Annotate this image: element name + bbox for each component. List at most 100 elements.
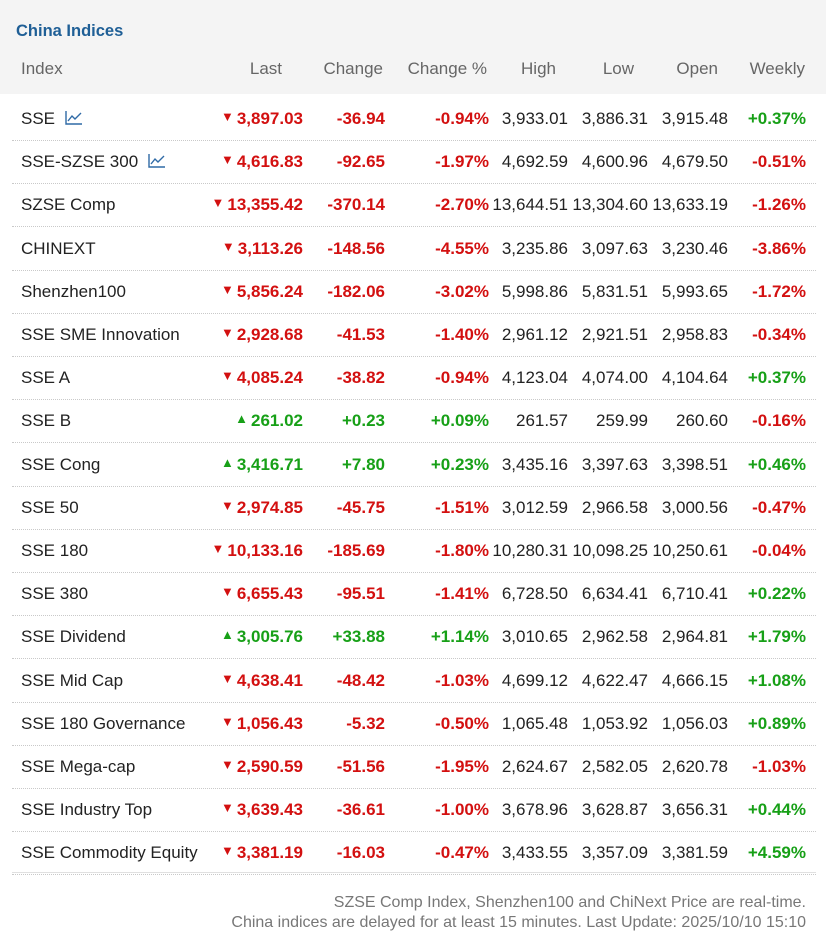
table-row[interactable]: SSE 180 Governance ▼ 1,056.43 -5.32 -0.50% 1,… [12, 702, 816, 746]
table-row[interactable]: SSE 50 ▼ 2,974.85 -45.75 -1.51% 3,012.59 2,966… [12, 486, 816, 530]
table-row[interactable]: Shenzhen100 ▼ 5,856.24 -182.06 -3.02% 5,998.8… [12, 270, 816, 314]
last-price: 4,616.83 [236, 152, 303, 172]
high-value: 3,433.55 [501, 843, 568, 863]
open-value: 2,620.78 [661, 757, 728, 776]
index-name-link[interactable]: SSE [21, 109, 83, 130]
last-price: 2,974.85 [236, 497, 303, 517]
table-row[interactable]: SSE Mid Cap ▼ 4,638.41 -48.42 -1.03% 4,699.12… [12, 659, 816, 703]
index-name[interactable]: SSE 180 Governance [21, 713, 186, 733]
index-name[interactable]: SSE Mega-cap [21, 757, 136, 776]
index-name-link[interactable]: SSE 180 Governance [21, 714, 185, 734]
change-pct-value: -1.97% [435, 152, 489, 172]
last-price: 13,355.42 [227, 195, 303, 215]
high-value: 4,699.12 [501, 670, 568, 690]
table-row[interactable]: SSE ▼ 3,897.03 -36.94 -0.94% 3,933.01 3,886.31… [12, 97, 816, 141]
index-name-link[interactable]: SSE Industry Top [21, 800, 152, 820]
change-pct-value: -1.41% [435, 584, 489, 604]
index-name[interactable]: SSE B [21, 411, 72, 431]
index-name[interactable]: SSE-SZSE 300 [21, 152, 139, 172]
table-row[interactable]: SSE A ▼ 4,085.24 -38.82 -0.94% 4,123.04 4,074.… [12, 356, 816, 401]
high-value: 2,961.12 [501, 325, 568, 344]
weekly-value: +0.46% [747, 454, 806, 474]
index-name-link[interactable]: SSE Mega-cap [21, 757, 135, 777]
low-value: 3,357.09 [581, 843, 648, 863]
triangle-down-icon: ▼ [211, 541, 225, 556]
table-row[interactable]: SSE Mega-cap ▼ 2,590.59 -51.56 -1.95% 2,624.6… [12, 745, 816, 789]
line-chart-icon[interactable] [65, 110, 83, 130]
high-value: 1,065.48 [501, 713, 568, 733]
low-value: 3,628.87 [581, 800, 648, 820]
table-row[interactable]: SZSE Comp ▼ 13,355.42 -370.14 -2.70% 13,644.5… [12, 183, 816, 228]
index-name-link[interactable]: SSE 50 [21, 498, 79, 518]
table-row[interactable]: SSE 380 ▼ 6,655.43 -95.51 -1.41% 6,728.50 6,63… [12, 572, 816, 617]
change-pct-value: -1.40% [435, 325, 489, 344]
change-pct-value: -1.80% [435, 541, 489, 560]
index-name[interactable]: SSE 180 [21, 541, 89, 560]
change-value: -182.06 [327, 281, 385, 301]
index-name-link[interactable]: SSE-SZSE 300 [21, 152, 166, 173]
change-value: -36.94 [336, 109, 385, 128]
last-value: ▼ 10,133.16 [211, 541, 303, 561]
index-name[interactable]: SZSE Comp [21, 195, 116, 215]
change-value: -51.56 [336, 757, 385, 776]
table-row[interactable]: SSE-SZSE 300 ▼ 4,616.83 -92.65 -1.97% 4,692.5… [12, 140, 816, 185]
last-price: 261.02 [251, 411, 303, 431]
index-name[interactable]: SSE Commodity Equity [21, 843, 198, 863]
last-value: ▲ 3,005.76 [221, 627, 303, 647]
index-name-link[interactable]: SSE Cong [21, 455, 100, 475]
index-name-link[interactable]: Shenzhen100 [21, 282, 126, 302]
index-name-link[interactable]: SSE 380 [21, 584, 88, 604]
table-row[interactable]: SSE SME Innovation ▼ 2,928.68 -41.53 -1.40% 2… [12, 313, 816, 357]
table-row[interactable]: SSE Commodity Equity ▼ 3,381.19 -16.03 -0.47… [12, 831, 816, 876]
open-value: 3,398.51 [661, 454, 728, 474]
index-name[interactable]: Shenzhen100 [21, 281, 126, 301]
table-row[interactable]: CHINEXT ▼ 3,113.26 -148.56 -4.55% 3,235.86 3,0… [12, 227, 816, 271]
table-row[interactable]: SSE B ▲ 261.02 +0.23 +0.09% 261.57 259.99 260.6… [12, 399, 816, 444]
index-name[interactable]: SSE Dividend [21, 627, 126, 647]
index-name[interactable]: SSE 380 [21, 584, 89, 604]
index-name-link[interactable]: SSE Commodity Equity [21, 843, 198, 863]
col-weekly-header: Weekly [749, 59, 805, 78]
index-name-link[interactable]: SSE Dividend [21, 627, 126, 647]
last-price: 3,005.76 [236, 627, 303, 647]
last-value: ▼ 2,928.68 [221, 325, 303, 345]
index-name-link[interactable]: SSE A [21, 368, 70, 388]
table-row[interactable]: SSE Cong ▲ 3,416.71 +7.80 +0.23% 3,435.16 3,39… [12, 443, 816, 487]
index-name-link[interactable]: SSE Mid Cap [21, 671, 123, 691]
last-price: 3,639.43 [236, 800, 303, 820]
triangle-down-icon: ▼ [220, 109, 234, 124]
open-value: 13,633.19 [652, 195, 728, 215]
table-row[interactable]: SSE Dividend ▲ 3,005.76 +33.88 +1.14% 3,010.6… [12, 615, 816, 660]
index-name[interactable]: SSE 50 [21, 497, 79, 517]
index-name[interactable]: SSE Mid Cap [21, 670, 124, 690]
index-name[interactable]: SSE Cong [21, 454, 101, 474]
open-value: 3,915.48 [661, 109, 728, 128]
col-low-header: Low [602, 59, 634, 78]
index-name-link[interactable]: SSE 180 [21, 541, 88, 561]
low-value: 259.99 [596, 411, 648, 431]
index-name[interactable]: SSE SME Innovation [21, 325, 180, 344]
change-value: -16.03 [336, 843, 385, 863]
index-name-link[interactable]: SSE SME Innovation [21, 325, 180, 345]
line-chart-icon[interactable] [148, 153, 166, 173]
last-value: ▼ 2,590.59 [221, 757, 303, 777]
open-value: 5,993.65 [661, 281, 728, 301]
open-value: 10,250.61 [652, 541, 728, 560]
index-name[interactable]: CHINEXT [21, 238, 96, 258]
change-value: -370.14 [327, 195, 385, 215]
index-name-link[interactable]: SSE B [21, 411, 71, 431]
change-value: -36.61 [336, 800, 385, 820]
last-value: ▼ 4,616.83 [221, 152, 303, 172]
index-name[interactable]: SSE [21, 109, 56, 128]
index-name-link[interactable]: SZSE Comp [21, 195, 115, 215]
last-value: ▼ 13,355.42 [211, 195, 303, 215]
index-name-link[interactable]: CHINEXT [21, 239, 96, 259]
index-name[interactable]: SSE A [21, 368, 71, 388]
table-row[interactable]: SSE Industry Top ▼ 3,639.43 -36.61 -1.00% 3,6… [12, 788, 816, 833]
triangle-down-icon: ▼ [220, 584, 234, 600]
weekly-value: +1.08% [747, 670, 806, 690]
low-value: 2,962.58 [581, 627, 648, 647]
index-name[interactable]: SSE Industry Top [21, 800, 153, 820]
change-value: +33.88 [332, 627, 385, 647]
table-row[interactable]: SSE 180 ▼ 10,133.16 -185.69 -1.80% 10,280.31 1… [12, 529, 816, 573]
